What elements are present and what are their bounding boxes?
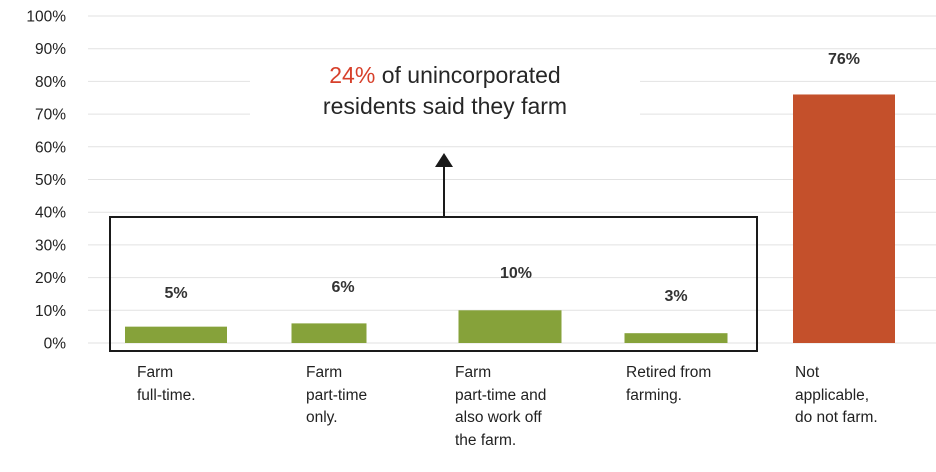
- data-label: 3%: [664, 288, 687, 305]
- bars: [125, 94, 895, 343]
- y-tick-label: 60%: [35, 139, 66, 156]
- bar: [624, 333, 728, 343]
- annotation-line2: residents said they farm: [322, 93, 568, 119]
- annotation-arrow-head: [435, 153, 453, 167]
- y-tick-label: 40%: [35, 205, 66, 222]
- data-label: 5%: [164, 285, 187, 302]
- x-category-label: Farm part-time and also work off the far…: [455, 364, 547, 449]
- y-tick-label: 50%: [35, 172, 66, 189]
- data-label: 76%: [828, 51, 860, 68]
- bar: [793, 94, 895, 343]
- data-label: 6%: [331, 279, 354, 296]
- bar: [125, 326, 227, 343]
- annotation-line1: of unincorporated: [375, 62, 561, 88]
- data-label: 10%: [500, 265, 532, 282]
- y-axis-ticks: 0% 10% 20% 30% 40% 50% 60% 70% 80% 90% 100%: [26, 9, 66, 353]
- y-tick-label: 70%: [35, 107, 66, 124]
- x-category-label: Farm full-time.: [137, 364, 196, 404]
- annotation-callout: 24% of unincorporated residents said the…: [250, 60, 640, 122]
- y-tick-label: 30%: [35, 237, 66, 254]
- y-tick-label: 80%: [35, 74, 66, 91]
- bar: [291, 323, 367, 343]
- data-labels: 5% 6% 10% 3% 76%: [164, 51, 860, 305]
- y-tick-label: 0%: [44, 336, 67, 353]
- y-tick-label: 10%: [35, 303, 66, 320]
- farm-group-highlight-box: [109, 216, 758, 352]
- x-category-label: Retired from farming.: [626, 364, 712, 404]
- x-category-label: Not applicable, do not farm.: [795, 364, 878, 426]
- y-tick-label: 100%: [26, 9, 66, 26]
- y-tick-label: 90%: [35, 41, 66, 58]
- y-tick-label: 20%: [35, 270, 66, 287]
- bar: [458, 310, 562, 343]
- annotation-highlight: 24%: [329, 62, 376, 88]
- x-category-label: Farm part-time only.: [306, 364, 368, 426]
